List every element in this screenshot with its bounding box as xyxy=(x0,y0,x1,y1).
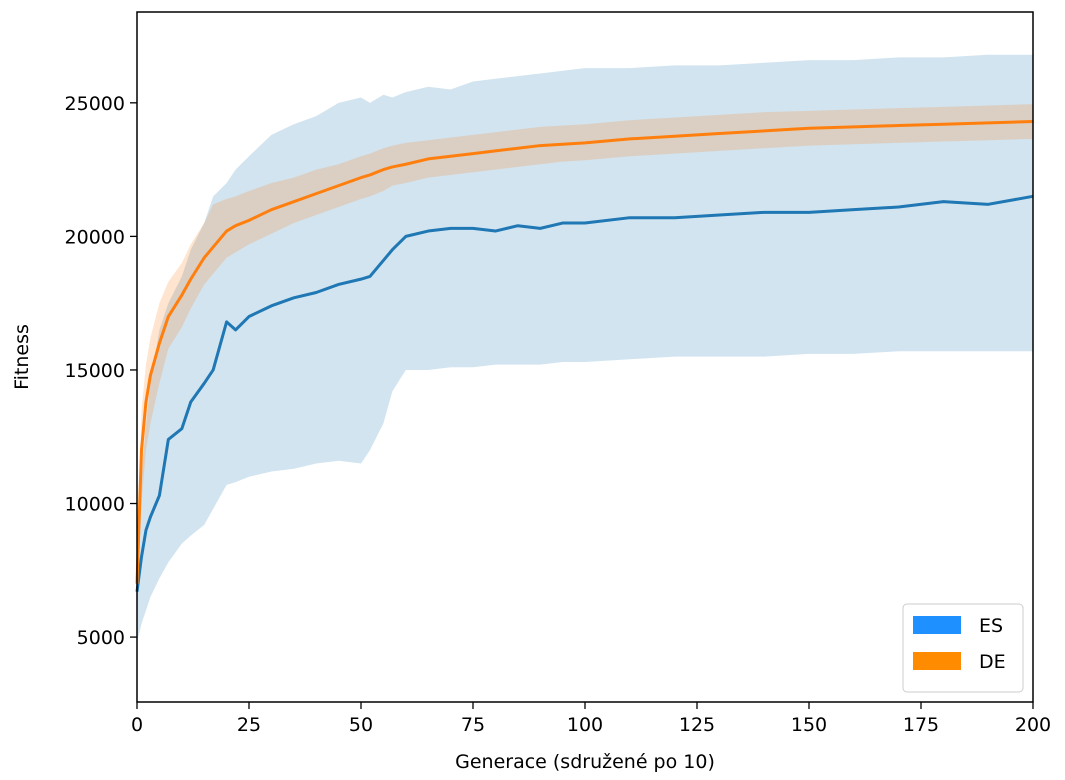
x-tick-label: 25 xyxy=(237,714,261,736)
y-axis-label: Fitness xyxy=(11,324,33,390)
line xyxy=(135,194,1034,592)
y-tick-label: 10000 xyxy=(65,494,125,516)
y-tick-label: 20000 xyxy=(65,226,125,248)
y-tick-label: 25000 xyxy=(65,93,125,115)
x-tick-label: 100 xyxy=(567,714,603,736)
legend-label: ES xyxy=(979,615,1003,637)
x-tick-label: 200 xyxy=(1015,714,1051,736)
legend-swatch xyxy=(913,616,961,634)
x-tick-label: 50 xyxy=(349,714,373,736)
legend-swatch xyxy=(913,652,961,670)
x-tick-label: 0 xyxy=(131,714,143,736)
line xyxy=(135,120,1034,584)
y-tick-label: 5000 xyxy=(77,627,125,649)
x-tick-label: 125 xyxy=(679,714,715,736)
legend-label: DE xyxy=(979,651,1006,673)
x-tick-label: 150 xyxy=(791,714,827,736)
x-axis-label: Generace (sdružené po 10) xyxy=(455,751,715,773)
y-tick-label: 15000 xyxy=(65,360,125,382)
x-tick-label: 75 xyxy=(461,714,485,736)
band xyxy=(137,54,1033,643)
x-tick-label: 175 xyxy=(903,714,939,736)
